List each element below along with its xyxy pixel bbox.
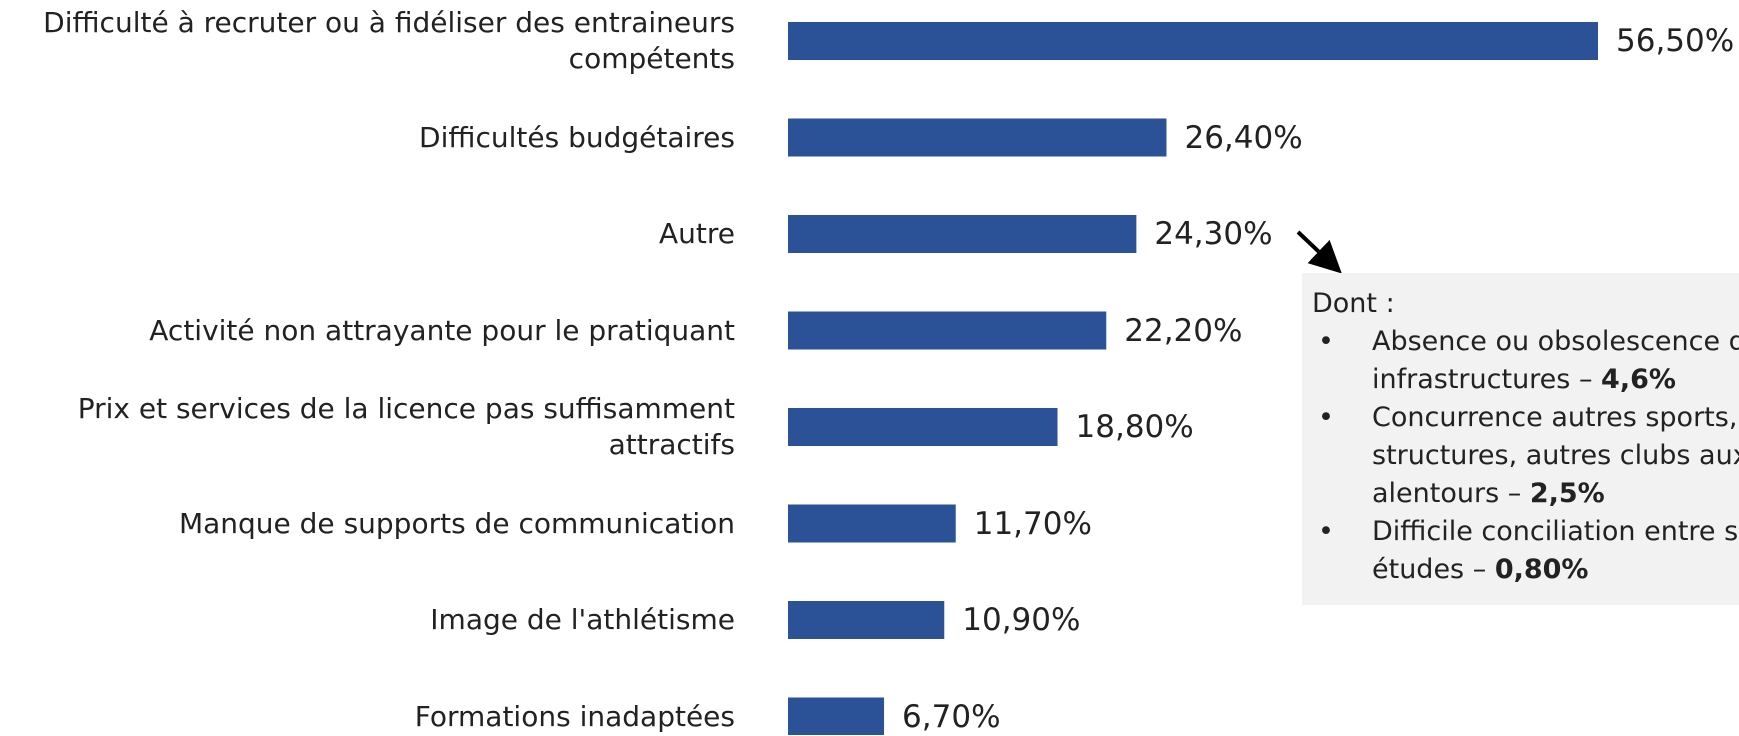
annotation-item: Absence ou obsolescence des infrastructu… (1312, 323, 1739, 399)
annotation-item-text: Difficile conciliation entre sport et ét… (1372, 516, 1739, 585)
value-label: 10,90% (962, 602, 1081, 638)
annotation-item-text: Concurrence autres sports, autres struct… (1372, 402, 1739, 509)
annotation-heading: Dont : (1312, 288, 1395, 319)
annotation-item: Difficile conciliation entre sport et ét… (1312, 513, 1739, 589)
value-label: 22,20% (1124, 312, 1243, 349)
category-label: Prix et services de la licence pas suffi… (77, 392, 735, 461)
bar (788, 408, 1058, 446)
annotation-item-value: 2,5% (1529, 478, 1605, 509)
annotation-item-value: 0,80% (1494, 554, 1589, 585)
value-label: 18,80% (1075, 409, 1194, 445)
category-label: Difficulté à recruter ou à fidéliser des… (43, 6, 735, 75)
bar (788, 118, 1167, 157)
annotation-item-value: 4,6% (1601, 364, 1676, 395)
value-label: 26,40% (1184, 119, 1303, 156)
value-label: 6,70% (902, 698, 1001, 735)
category-label: Formations inadaptées (414, 699, 735, 733)
value-label: 24,30% (1154, 216, 1273, 252)
bar (788, 311, 1107, 350)
bar (788, 215, 1137, 253)
value-label: 56,50% (1616, 23, 1735, 59)
category-label: Manque de supports de communication (178, 506, 735, 540)
bar (788, 504, 956, 543)
bar (788, 601, 945, 639)
value-label: 11,70% (973, 505, 1092, 542)
annotation-box: Dont : Absence ou obsolescence des infra… (1302, 273, 1739, 605)
category-label: Image de l'athlétisme (430, 603, 735, 636)
annotation-item-text: Absence ou obsolescence des infrastructu… (1372, 326, 1739, 395)
bar (788, 22, 1598, 60)
annotation-item: Concurrence autres sports, autres struct… (1312, 399, 1739, 513)
bar (788, 697, 885, 735)
annotation-arrow (1296, 230, 1342, 274)
annotation-text: Dont : Absence ou obsolescence des infra… (1312, 285, 1739, 589)
category-label: Difficultés budgétaires (419, 120, 735, 154)
category-label: Autre (658, 217, 735, 250)
category-label: Activité non attrayante pour le pratiqua… (149, 313, 735, 347)
